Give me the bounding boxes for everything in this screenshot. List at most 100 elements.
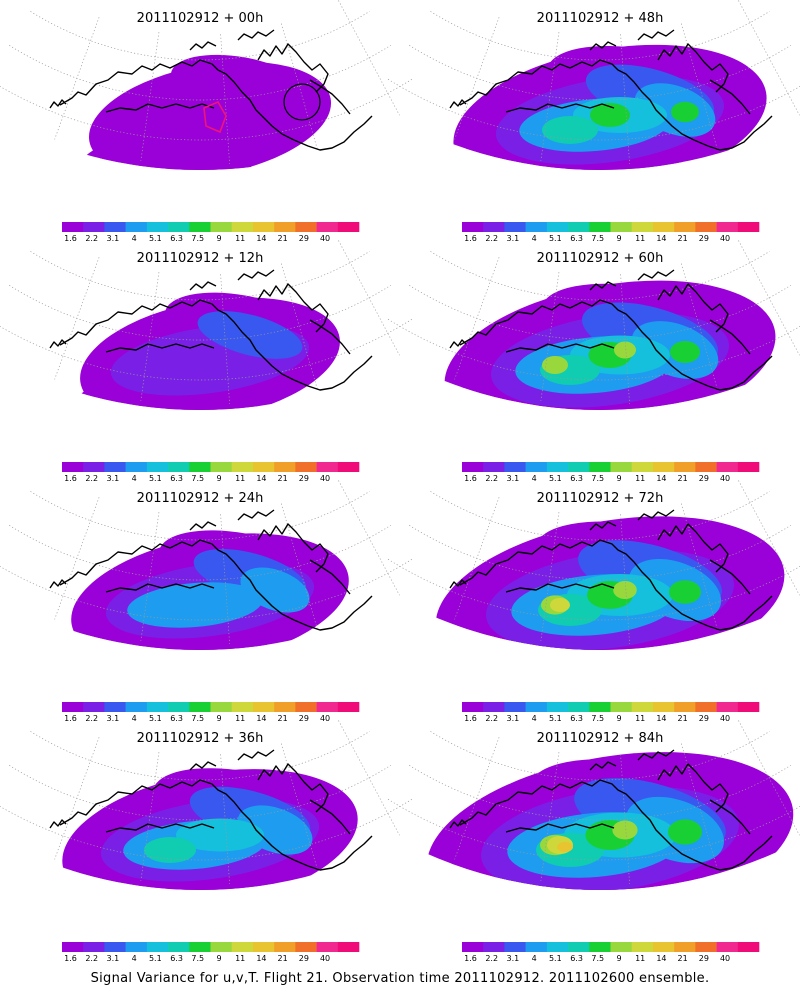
colorbar-label: 21: [678, 234, 688, 243]
colorbar-label: 1.6: [464, 234, 477, 243]
colorbar-swatch: [674, 222, 696, 232]
colorbar-label: 29: [299, 474, 309, 483]
colorbar-label: 1.6: [64, 234, 77, 243]
graticule: [387, 240, 800, 404]
colorbar-label: 40: [720, 954, 730, 963]
colorbar-label: 4: [132, 954, 137, 963]
colorbar-swatch: [62, 222, 84, 232]
shading-band: [669, 580, 701, 604]
colorbar-label: 1.6: [64, 714, 77, 723]
colorbar-label: 7.5: [591, 474, 604, 483]
colorbar-label: 7.5: [191, 234, 204, 243]
colorbar-swatch: [737, 222, 760, 232]
colorbar-swatch: [631, 222, 654, 232]
colorbar-swatch: [695, 942, 717, 952]
colorbar-label: 3.1: [107, 234, 120, 243]
colorbar-swatch: [274, 462, 296, 472]
colorbar-label: 9: [216, 714, 221, 723]
map-panel: 2011102912 + 24h 1.6 2.2 3.1 4 5.1 6.3 7.5 9 11 14…: [0, 480, 413, 723]
colorbar-swatch: [589, 462, 611, 472]
colorbar-label: 4: [532, 714, 537, 723]
colorbar-label: 3.1: [107, 954, 120, 963]
panel-title: 2011102912 + 60h: [537, 251, 664, 266]
map-panel: 2011102912 + 72h 1.6 2.2 3.1 4 5.1 6.3 7.5 9 11 14…: [387, 480, 800, 723]
shading-band: [144, 837, 196, 863]
colorbar-label: 14: [656, 474, 666, 483]
map-panel: 2011102912 + 00h 1.6 2.2 3.1 4 5.1 6.3 7.5 9 11 14…: [0, 0, 413, 243]
colorbar-swatch: [546, 222, 569, 232]
shading-band: [668, 819, 702, 845]
colorbar-swatch: [62, 702, 84, 712]
colorbar-label: 2.2: [85, 714, 98, 723]
colorbar-swatch: [316, 702, 339, 712]
colorbar-swatch: [716, 702, 739, 712]
colorbar-swatch: [546, 942, 569, 952]
colorbar: 1.6 2.2 3.1 4 5.1 6.3 7.5 9 11 14 21 29 40: [62, 462, 360, 483]
colorbar: 1.6 2.2 3.1 4 5.1 6.3 7.5 9 11 14 21 29 40: [462, 462, 760, 483]
colorbar-swatch: [316, 462, 339, 472]
colorbar-label: 14: [256, 474, 266, 483]
colorbar-swatch: [146, 222, 169, 232]
panel-title: 2011102912 + 12h: [137, 251, 264, 266]
graticule: [0, 240, 413, 404]
colorbar-swatch: [504, 462, 526, 472]
colorbar-swatch: [589, 222, 611, 232]
map-panel: 2011102912 + 12h 1.6 2.2 3.1 4 5.1 6.3 7.5 9 11 14…: [0, 240, 413, 483]
colorbar-swatch: [504, 942, 526, 952]
colorbar-swatch: [652, 462, 675, 472]
map-panels: 2011102912 + 00h 1.6 2.2 3.1 4 5.1 6.3 7.5 9 11 14…: [0, 0, 800, 963]
colorbar-swatch: [295, 462, 317, 472]
colorbar-label: 3.1: [107, 714, 120, 723]
shading-band: [542, 116, 598, 144]
colorbar-label: 9: [216, 474, 221, 483]
colorbar-swatch: [695, 222, 717, 232]
colorbar-swatch: [483, 702, 505, 712]
colorbar-swatch: [652, 222, 675, 232]
colorbar-swatch: [104, 702, 126, 712]
colorbar-swatch: [146, 462, 169, 472]
map-panel: 2011102912 + 48h 1.6 2.2 3.1 4 5.1 6.3 7.5 9 11 14…: [387, 0, 800, 243]
colorbar-label: 6.3: [570, 714, 583, 723]
colorbar-swatch: [716, 942, 739, 952]
graticule: [387, 480, 800, 644]
colorbar-label: 29: [699, 474, 709, 483]
colorbar-label: 6.3: [570, 234, 583, 243]
colorbar-label: 2.2: [485, 474, 498, 483]
colorbar-swatch: [462, 702, 484, 712]
colorbar-label: 6.3: [170, 954, 183, 963]
colorbar-swatch: [610, 942, 633, 952]
colorbar-label: 4: [132, 234, 137, 243]
colorbar-swatch: [295, 942, 317, 952]
colorbar-swatch: [189, 942, 211, 952]
colorbar-label: 4: [532, 954, 537, 963]
colorbar-label: 21: [678, 714, 688, 723]
colorbar-label: 7.5: [191, 474, 204, 483]
panel-title: 2011102912 + 48h: [537, 11, 664, 26]
colorbar-swatch: [568, 702, 590, 712]
colorbar-label: 21: [278, 234, 288, 243]
colorbar: 1.6 2.2 3.1 4 5.1 6.3 7.5 9 11 14 21 29 40: [462, 222, 760, 243]
colorbar-swatch: [610, 222, 633, 232]
colorbar-swatch: [295, 222, 317, 232]
shading-band: [197, 311, 303, 359]
colorbar-label: 4: [532, 474, 537, 483]
colorbar: 1.6 2.2 3.1 4 5.1 6.3 7.5 9 11 14 21 29 40: [62, 702, 360, 723]
colorbar-swatch: [125, 942, 148, 952]
colorbar-label: 7.5: [591, 234, 604, 243]
colorbar-label: 3.1: [107, 474, 120, 483]
graticule: [0, 480, 413, 644]
colorbar-label: 29: [699, 234, 709, 243]
colorbar-swatch: [189, 222, 211, 232]
colorbar-label: 6.3: [170, 714, 183, 723]
colorbar-swatch: [610, 702, 633, 712]
colorbar-swatch: [104, 462, 126, 472]
colorbar-swatch: [589, 702, 611, 712]
verification-region: [283, 83, 321, 121]
colorbar-swatch: [695, 462, 717, 472]
colorbar-swatch: [631, 702, 654, 712]
colorbar-label: 21: [678, 474, 688, 483]
panel-title: 2011102912 + 84h: [537, 731, 664, 746]
shading-band: [612, 820, 638, 840]
colorbar-label: 11: [235, 474, 245, 483]
colorbar-swatch: [316, 942, 339, 952]
